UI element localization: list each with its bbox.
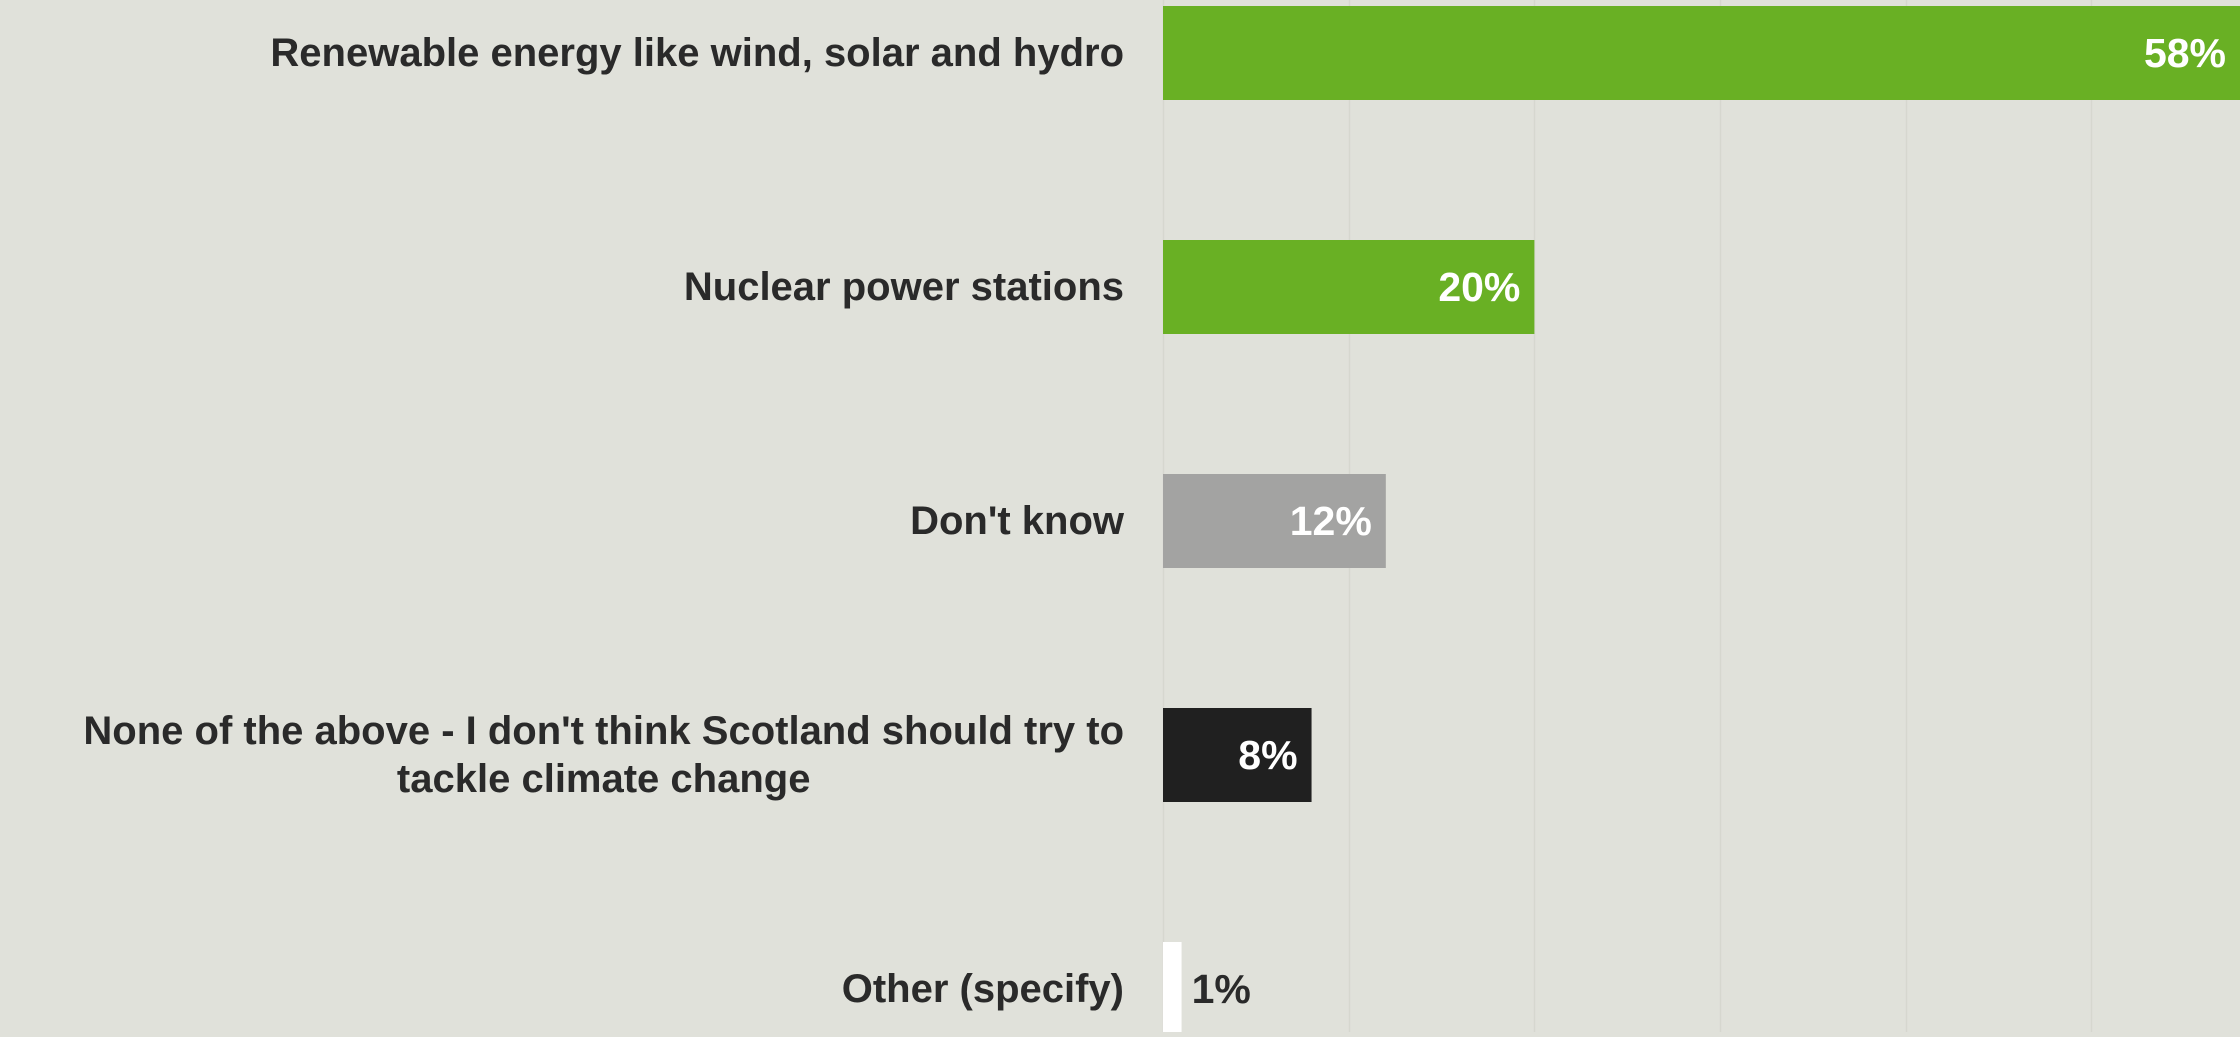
value-label: 8% — [1238, 732, 1297, 778]
value-label: 58% — [2144, 30, 2226, 76]
value-label: 1% — [1192, 966, 1251, 1012]
category-labels: Renewable energy like wind, solar and hy… — [83, 31, 1124, 1011]
category-label: Don't know — [910, 499, 1125, 543]
category-label: Renewable energy like wind, solar and hy… — [270, 31, 1124, 75]
category-label: None of the above - I don't think Scotla… — [83, 709, 1124, 801]
bar — [1163, 6, 2240, 100]
bar — [1163, 240, 1535, 334]
value-label: 12% — [1290, 498, 1372, 544]
category-label: Other (specify) — [842, 967, 1124, 1011]
bar — [1163, 708, 1312, 802]
bar — [1163, 942, 1182, 1036]
bars — [1163, 6, 2240, 1036]
category-label: Nuclear power stations — [684, 265, 1124, 309]
bar — [1163, 474, 1386, 568]
value-label: 20% — [1438, 264, 1520, 310]
value-labels: 58% 20% 12% 8% 1% — [1192, 30, 2226, 1012]
